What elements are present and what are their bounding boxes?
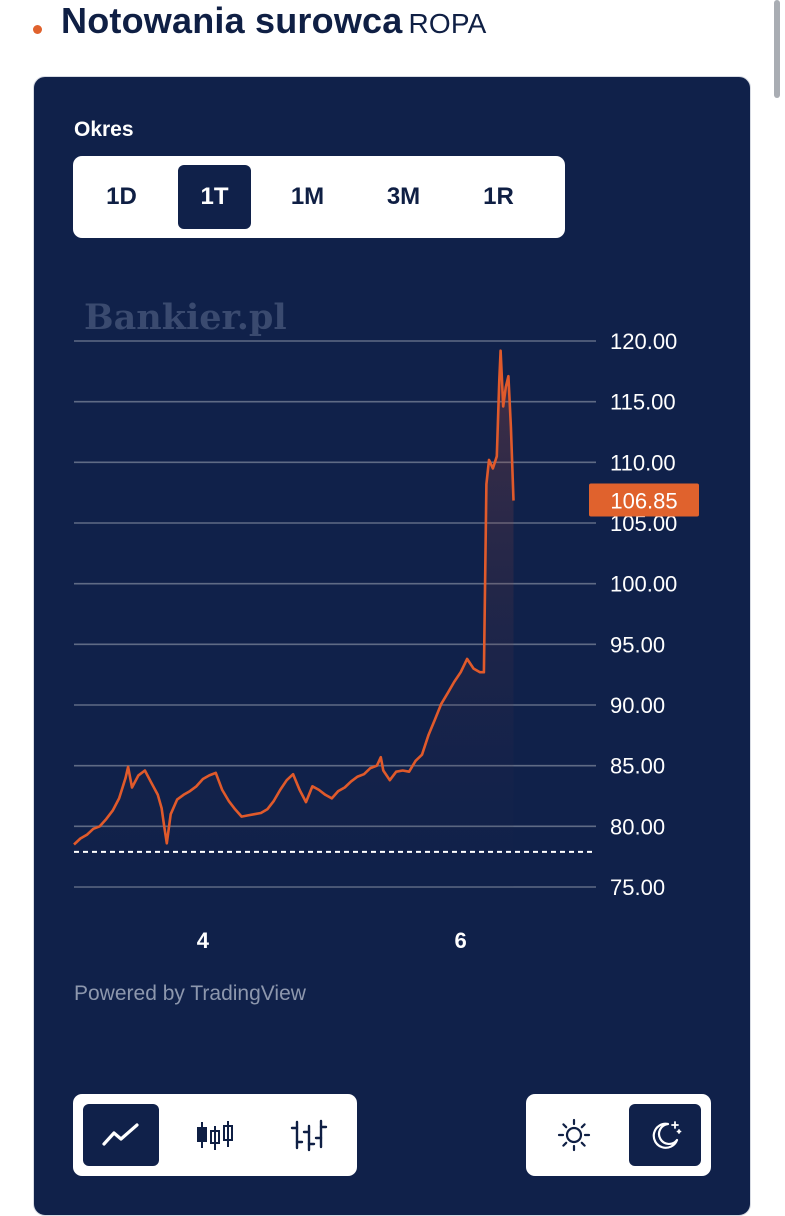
last-price-tag: 106.85: [589, 483, 699, 517]
candles-chart-icon: [197, 1121, 233, 1150]
sun-icon: [557, 1118, 591, 1152]
y-axis-tick-label: 120.00: [610, 329, 677, 354]
theme-selector: [526, 1094, 711, 1176]
header-bullet-dot: [33, 25, 42, 34]
y-axis-tick-label: 110.00: [610, 450, 676, 475]
page-header: Notowania surowca ROPA: [0, 0, 785, 70]
period-button-1r[interactable]: 1R: [483, 183, 514, 210]
y-axis-tick-label: 100.00: [610, 572, 677, 597]
period-button-3m[interactable]: 3M: [386, 183, 421, 210]
dark-theme-button[interactable]: [629, 1104, 701, 1166]
price-area-fill: [74, 350, 514, 887]
x-axis-tick-label: 6: [455, 928, 467, 953]
candles-chart-button[interactable]: [177, 1104, 253, 1166]
page-title-text: Notowania surowca: [61, 0, 403, 41]
period-button-1t[interactable]: 1T: [178, 165, 251, 229]
y-axis-tick-label: 80.00: [610, 814, 665, 839]
y-axis-tick-label: 85.00: [610, 754, 665, 779]
page-scrollbar[interactable]: [774, 0, 780, 98]
chart-style-selector: [73, 1094, 357, 1176]
bars-chart-button[interactable]: [271, 1104, 347, 1166]
page-title: Notowania surowca ROPA: [61, 0, 487, 45]
last-price-value: 106.85: [610, 489, 677, 514]
price-line: [73, 349, 515, 846]
period-selector: 1D 1T 1M 3M 1R: [73, 156, 565, 238]
line-chart-button[interactable]: [83, 1104, 159, 1166]
period-button-1d[interactable]: 1D: [106, 183, 137, 210]
chart-panel: [33, 76, 751, 1216]
y-axis-tick-label: 90.00: [610, 693, 665, 718]
bars-chart-icon: [290, 1119, 328, 1152]
y-axis-tick-label: 115.00: [610, 390, 676, 415]
y-axis-labels: 120.00115.00110.00105.00100.0095.0090.00…: [610, 329, 677, 900]
light-theme-button[interactable]: [536, 1104, 612, 1166]
moon-icon: [652, 1121, 682, 1149]
line-chart-icon: [102, 1123, 139, 1146]
y-axis-tick-label: 95.00: [610, 632, 665, 657]
commodity-symbol: ROPA: [408, 8, 487, 39]
chart-watermark: Bankier.pl: [84, 297, 287, 338]
x-axis-tick-label: 4: [197, 928, 210, 953]
y-axis-tick-label: 75.00: [610, 875, 665, 900]
period-button-1m[interactable]: 1M: [290, 183, 325, 210]
powered-by-tradingview[interactable]: Powered by TradingView: [74, 982, 306, 1005]
period-label: Okres: [74, 118, 134, 141]
last-price-tag-background: [589, 483, 699, 517]
